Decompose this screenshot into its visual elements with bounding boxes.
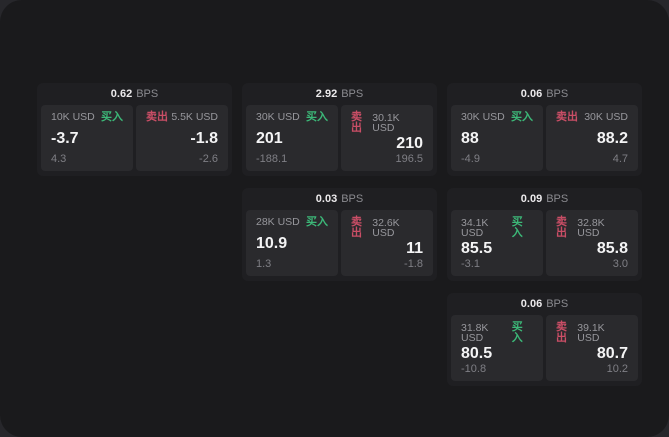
- buy-change-value: -4.9: [461, 153, 480, 165]
- sell-size-label: 32.8K USD: [577, 216, 605, 239]
- card-header: 0.06 BPS: [447, 293, 642, 315]
- buy-panel[interactable]: 10K USD 买入 -3.7 4.3: [41, 105, 133, 171]
- buy-size-label: 28K USD: [256, 216, 300, 229]
- sell-side-label: 卖出: [556, 111, 578, 123]
- sell-change-value: 10.2: [606, 363, 628, 375]
- sell-panel[interactable]: 卖出 30.1K USD 210 196.5: [341, 105, 433, 171]
- card-header: 2.92 BPS: [242, 83, 437, 105]
- buy-price-value: 85.5: [461, 240, 493, 258]
- buy-panel[interactable]: 31.8K USD 买入 80.5 -10.8: [451, 315, 543, 381]
- quote-card: 0.03 BPS 28K USD 买入 10.9 1.3 卖出 32.6K US…: [242, 188, 437, 281]
- buy-side-label: 买入: [306, 111, 328, 123]
- buy-panel[interactable]: 30K USD 买入 201 -188.1: [246, 105, 338, 171]
- quote-card: 0.06 BPS 31.8K USD 买入 80.5 -10.8 卖出 39.1…: [447, 293, 642, 386]
- buy-price-value: -3.7: [51, 129, 79, 147]
- sell-panel[interactable]: 卖出 32.8K USD 85.8 3.0: [546, 210, 638, 276]
- card-header: 0.62 BPS: [37, 83, 232, 105]
- sell-size-label: 32.6K USD: [372, 216, 400, 239]
- quote-card: 0.62 BPS 10K USD 买入 -3.7 4.3 卖出 5.5K USD…: [37, 83, 232, 176]
- bps-unit-label: BPS: [546, 193, 569, 205]
- sell-side-label: 卖出: [351, 216, 362, 239]
- sell-size-label: 39.1K USD: [577, 321, 605, 344]
- buy-side-label: 买入: [511, 111, 533, 123]
- sell-side-label: 卖出: [556, 216, 567, 239]
- buy-change-value: -3.1: [461, 258, 480, 270]
- bps-value: 0.06: [520, 298, 543, 310]
- buy-panel[interactable]: 28K USD 买入 10.9 1.3: [246, 210, 338, 276]
- quote-card: 2.92 BPS 30K USD 买入 201 -188.1 卖出 30.1K …: [242, 83, 437, 176]
- card-header: 0.03 BPS: [242, 188, 437, 210]
- sell-size-label: 30K USD: [584, 111, 628, 124]
- sell-panel[interactable]: 卖出 5.5K USD -1.8 -2.6: [136, 105, 228, 171]
- buy-change-value: -188.1: [256, 153, 288, 165]
- sell-panel[interactable]: 卖出 30K USD 88.2 4.7: [546, 105, 638, 171]
- bps-unit-label: BPS: [546, 88, 569, 100]
- bps-unit-label: BPS: [136, 88, 159, 100]
- bps-value: 0.62: [110, 88, 133, 100]
- sell-price-value: 80.7: [596, 345, 628, 363]
- buy-side-label: 买入: [101, 111, 123, 123]
- sell-change-value: -2.6: [199, 153, 218, 165]
- buy-price-value: 88: [461, 129, 479, 147]
- buy-side-label: 买入: [511, 216, 523, 239]
- sell-price-value: 210: [396, 135, 423, 153]
- sell-change-value: 4.7: [612, 153, 628, 165]
- buy-panel[interactable]: 34.1K USD 买入 85.5 -3.1: [451, 210, 543, 276]
- buy-side-label: 买入: [511, 321, 523, 344]
- bps-value: 0.06: [520, 88, 543, 100]
- bps-value: 0.09: [520, 193, 543, 205]
- card-header: 0.06 BPS: [447, 83, 642, 105]
- buy-side-label: 买入: [306, 216, 328, 228]
- buy-change-value: 1.3: [256, 258, 272, 270]
- bps-unit-label: BPS: [341, 193, 364, 205]
- bps-unit-label: BPS: [546, 298, 569, 310]
- sell-change-value: 3.0: [612, 258, 628, 270]
- bps-value: 0.03: [315, 193, 338, 205]
- buy-size-label: 30K USD: [256, 111, 300, 124]
- card-header: 0.09 BPS: [447, 188, 642, 210]
- sell-size-label: 30.1K USD: [372, 111, 400, 134]
- buy-change-value: -10.8: [461, 363, 487, 375]
- buy-price-value: 201: [256, 129, 283, 147]
- sell-side-label: 卖出: [351, 111, 362, 134]
- buy-panel[interactable]: 30K USD 买入 88 -4.9: [451, 105, 543, 171]
- buy-price-value: 80.5: [461, 345, 493, 363]
- buy-price-value: 10.9: [256, 234, 288, 252]
- buy-size-label: 34.1K USD: [461, 216, 489, 239]
- sell-price-value: 88.2: [596, 129, 628, 147]
- buy-size-label: 31.8K USD: [461, 321, 489, 344]
- sell-side-label: 卖出: [556, 321, 567, 344]
- sell-price-value: -1.8: [190, 129, 218, 147]
- sell-panel[interactable]: 卖出 39.1K USD 80.7 10.2: [546, 315, 638, 381]
- sell-size-label: 5.5K USD: [171, 111, 218, 124]
- quote-card: 0.06 BPS 30K USD 买入 88 -4.9 卖出 30K USD 8…: [447, 83, 642, 176]
- sell-price-value: 85.8: [596, 240, 628, 258]
- sell-price-value: 11: [406, 240, 423, 258]
- buy-change-value: 4.3: [51, 153, 67, 165]
- sell-change-value: -1.8: [404, 258, 423, 270]
- buy-size-label: 30K USD: [461, 111, 505, 124]
- bps-unit-label: BPS: [341, 88, 364, 100]
- bps-value: 2.92: [315, 88, 338, 100]
- sell-change-value: 196.5: [395, 153, 423, 165]
- buy-size-label: 10K USD: [51, 111, 95, 124]
- sell-side-label: 卖出: [146, 111, 168, 123]
- quote-card: 0.09 BPS 34.1K USD 买入 85.5 -3.1 卖出 32.8K…: [447, 188, 642, 281]
- sell-panel[interactable]: 卖出 32.6K USD 11 -1.8: [341, 210, 433, 276]
